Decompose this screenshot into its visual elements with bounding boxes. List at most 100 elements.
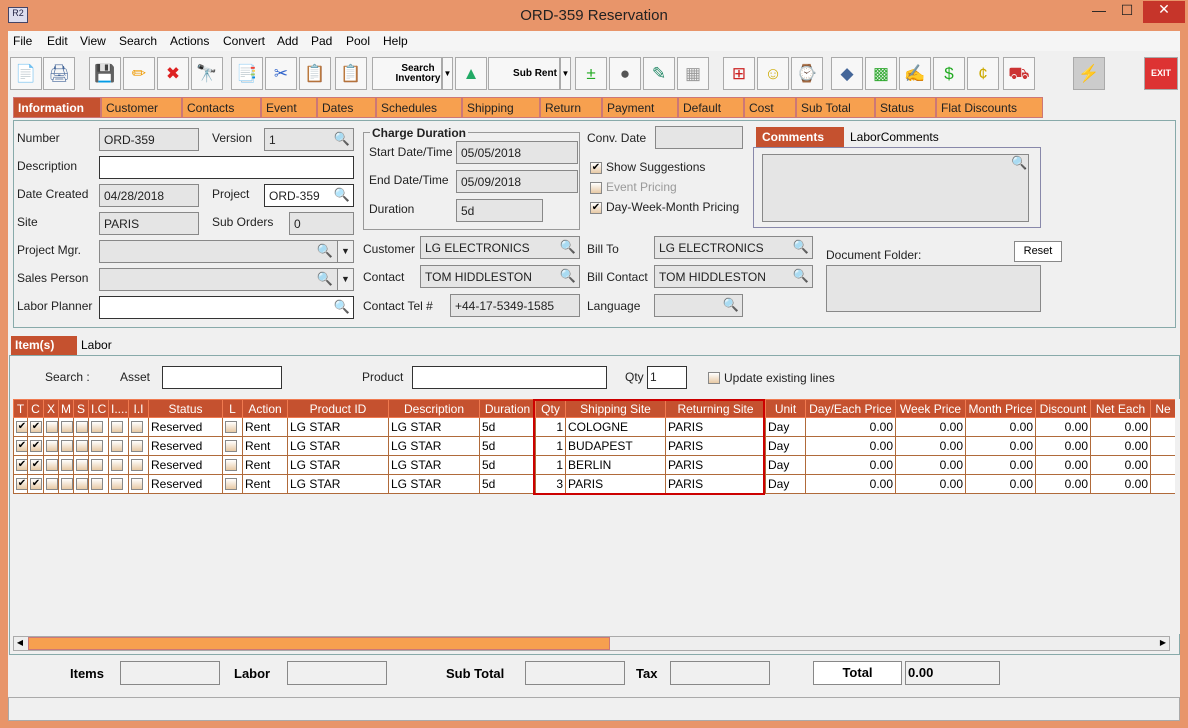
table-row[interactable]: ✔ ✔ Reserved Rent LG STAR LG STAR 5d 3 PARIS PARI… <box>13 474 1176 494</box>
column-header[interactable]: Description <box>388 399 480 418</box>
cell-month[interactable]: 0.00 <box>965 436 1036 456</box>
cell-week[interactable]: 0.00 <box>895 417 966 437</box>
tab-default[interactable]: Default <box>678 97 744 118</box>
tab-event[interactable]: Event <box>261 97 317 118</box>
edit-pencil-icon[interactable]: ✏ <box>123 57 155 90</box>
tab-payment[interactable]: Payment <box>602 97 678 118</box>
exit-button[interactable]: EXIT <box>1144 57 1178 90</box>
cell-day[interactable]: 0.00 <box>805 455 896 475</box>
paste-icon[interactable]: 📋 <box>335 57 367 90</box>
cell-shipping_site[interactable]: BUDAPEST <box>565 436 666 456</box>
row-checkbox[interactable]: ✔ <box>13 455 28 475</box>
cubes-icon[interactable]: ▩ <box>865 57 897 90</box>
row-checkbox[interactable] <box>88 436 109 456</box>
column-header[interactable]: T <box>13 399 28 418</box>
tab-information[interactable]: Information <box>13 97 101 118</box>
cell-action[interactable]: Rent <box>242 474 288 494</box>
search-inventory-dropdown[interactable]: ▼ <box>442 57 453 90</box>
tab-cost[interactable]: Cost <box>744 97 796 118</box>
column-header[interactable]: S <box>73 399 89 418</box>
save-icon[interactable]: 💾 <box>89 57 121 90</box>
row-checkbox[interactable] <box>88 455 109 475</box>
row-checkbox[interactable] <box>43 474 59 494</box>
schedule-icon[interactable]: ⌚ <box>791 57 823 90</box>
row-checkbox[interactable] <box>128 455 149 475</box>
cell-day[interactable]: 0.00 <box>805 436 896 456</box>
org-chart-icon[interactable]: ⊞ <box>723 57 755 90</box>
search-icon[interactable]: 🔍 <box>333 131 350 146</box>
cell-month[interactable]: 0.00 <box>965 474 1036 494</box>
menu-actions[interactable]: Actions <box>170 34 210 48</box>
cell-week[interactable]: 0.00 <box>895 455 966 475</box>
comments-textarea[interactable] <box>762 154 1029 222</box>
cell-shipping_site[interactable]: BERLIN <box>565 455 666 475</box>
cell-month[interactable]: 0.00 <box>965 455 1036 475</box>
column-header[interactable]: Net Each <box>1090 399 1151 418</box>
cell-duration[interactable]: 5d <box>479 436 536 456</box>
bill-contact-field[interactable]: TOM HIDDLESTON 🔍 <box>654 265 813 288</box>
row-checkbox[interactable]: ✔ <box>27 474 44 494</box>
tab-shipping[interactable]: Shipping <box>462 97 540 118</box>
lightning-icon[interactable]: ⚡ <box>1073 57 1105 90</box>
cell-status[interactable]: Reserved <box>148 436 223 456</box>
search-icon[interactable]: 🔍 <box>1011 155 1028 170</box>
cell-week[interactable]: 0.00 <box>895 436 966 456</box>
chevron-down-icon[interactable]: ▼ <box>337 269 353 290</box>
cell-duration[interactable]: 5d <box>479 417 536 437</box>
language-field[interactable]: 🔍 <box>654 294 743 317</box>
row-checkbox[interactable] <box>73 455 89 475</box>
row-checkbox[interactable] <box>128 474 149 494</box>
sales-person-field[interactable]: 🔍 ▼ <box>99 268 354 291</box>
tab-labor[interactable]: Labor <box>81 338 112 352</box>
cell-net_each[interactable]: 0.00 <box>1090 417 1151 437</box>
column-header[interactable]: Unit <box>765 399 806 418</box>
menu-pad[interactable]: Pad <box>311 34 333 48</box>
row-checkbox[interactable] <box>108 474 129 494</box>
scroll-right-arrow[interactable]: ▶ <box>1159 638 1167 647</box>
search-icon[interactable]: 🔍 <box>559 239 576 254</box>
menu-add[interactable]: Add <box>277 34 299 48</box>
column-header[interactable]: Action <box>242 399 288 418</box>
cell-net_each[interactable]: 0.00 <box>1090 474 1151 494</box>
search-icon[interactable]: 🔍 <box>792 239 809 254</box>
search-icon[interactable]: 🔍 <box>722 297 739 312</box>
chevron-down-icon[interactable]: ▼ <box>337 241 353 262</box>
column-header[interactable]: C <box>27 399 44 418</box>
cell-returning_site[interactable]: PARIS <box>665 474 766 494</box>
row-checkbox[interactable] <box>73 436 89 456</box>
tab-status[interactable]: Status <box>875 97 936 118</box>
description-field[interactable] <box>99 156 354 179</box>
cell-day[interactable]: 0.00 <box>805 417 896 437</box>
cell-qty[interactable]: 1 <box>535 436 566 456</box>
checkbox-event_pricing[interactable] <box>590 182 602 194</box>
menu-edit[interactable]: Edit <box>47 34 68 48</box>
tab-schedules[interactable]: Schedules <box>376 97 462 118</box>
cell-action[interactable]: Rent <box>242 455 288 475</box>
cell-product_id[interactable]: LG STAR <box>287 417 389 437</box>
row-checkbox-l[interactable] <box>222 474 243 494</box>
cell-net_each[interactable]: 0.00 <box>1090 455 1151 475</box>
row-checkbox[interactable] <box>108 436 129 456</box>
tab-customer[interactable]: Customer <box>101 97 182 118</box>
product-input[interactable] <box>412 366 607 389</box>
column-header[interactable]: X <box>43 399 59 418</box>
checkbox-show_suggestions[interactable]: ✔ <box>590 162 602 174</box>
column-header[interactable]: Status <box>148 399 223 418</box>
cell-net_each[interactable]: 0.00 <box>1090 436 1151 456</box>
cell-action[interactable]: Rent <box>242 436 288 456</box>
menu-pool[interactable]: Pool <box>346 34 371 48</box>
row-checkbox[interactable] <box>73 417 89 437</box>
cell-discount[interactable]: 0.00 <box>1035 474 1091 494</box>
qty-input[interactable]: 1 <box>647 366 687 389</box>
row-checkbox[interactable] <box>58 417 74 437</box>
cell-product_id[interactable]: LG STAR <box>287 436 389 456</box>
cell-unit[interactable]: Day <box>765 436 806 456</box>
cell-action[interactable]: Rent <box>242 417 288 437</box>
cell-product_id[interactable]: LG STAR <box>287 455 389 475</box>
conv-date-field[interactable] <box>655 126 743 149</box>
tab-sub-total[interactable]: Sub Total <box>796 97 875 118</box>
new-document-icon[interactable]: 📄 <box>10 57 42 90</box>
tab-dates[interactable]: Dates <box>317 97 376 118</box>
cell-description[interactable]: LG STAR <box>388 474 480 494</box>
row-checkbox[interactable] <box>88 474 109 494</box>
